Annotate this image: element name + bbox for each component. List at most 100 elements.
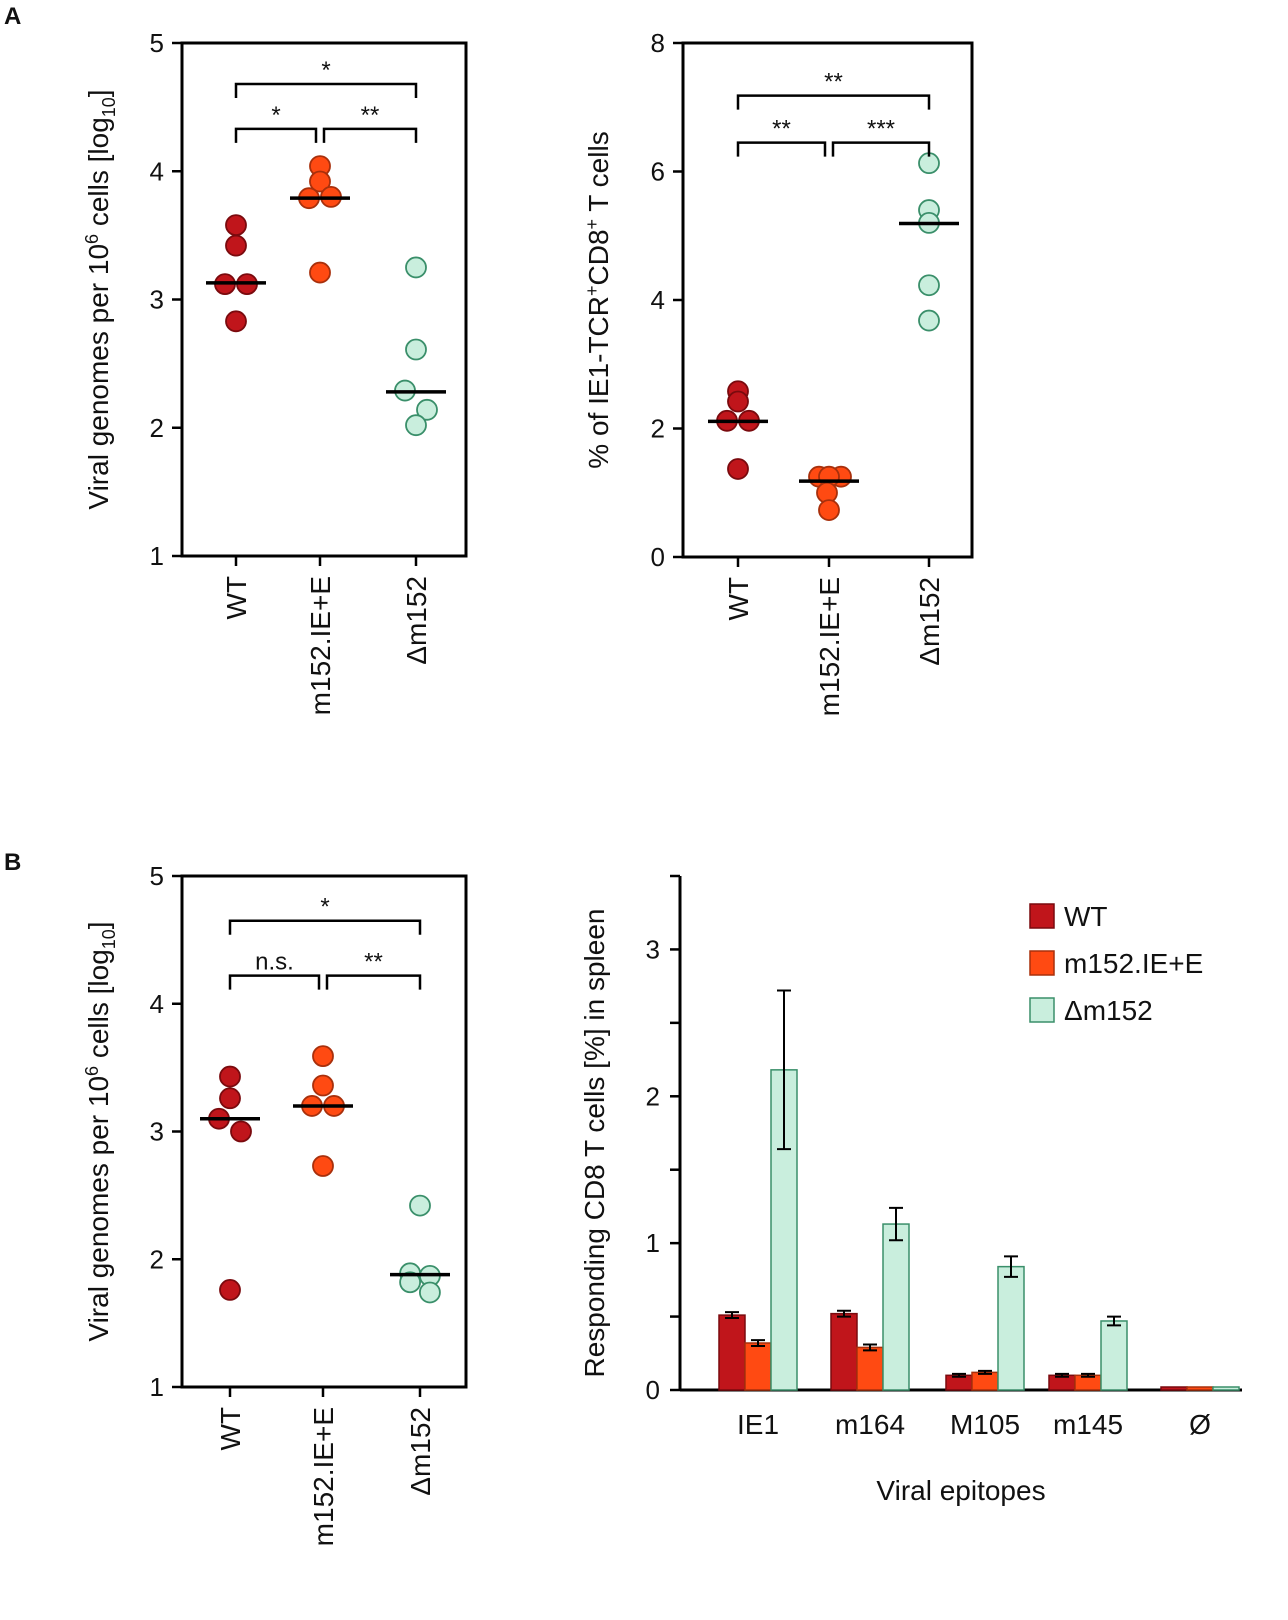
- x-category-label: Δm152: [405, 1407, 436, 1496]
- bar-2: [997, 1265, 1025, 1391]
- plot-frame: [180, 41, 468, 558]
- significance-label: **: [772, 116, 791, 143]
- y-axis-label-part: ]: [83, 921, 114, 929]
- y-tick-label: 3: [150, 285, 164, 315]
- x-category-label: WT: [215, 1407, 246, 1451]
- data-point-1: [309, 261, 331, 284]
- x-category-label: m145: [1053, 1409, 1123, 1440]
- x-category-label: WT: [221, 576, 252, 620]
- y-tick-label: 4: [150, 989, 164, 1019]
- data-point-2: [918, 309, 940, 332]
- y-tick-label: 2: [150, 1244, 164, 1274]
- y-tick-label: 0: [651, 542, 665, 572]
- significance-label: **: [361, 102, 380, 129]
- x-category-label: WT: [723, 577, 754, 621]
- data-point-0: [230, 1120, 252, 1143]
- error-bar-1: [863, 1343, 877, 1352]
- y-axis-label: Viral genomes per 106 cells [log10]: [82, 89, 119, 509]
- y-tick-label: 5: [150, 28, 164, 58]
- legend-swatch-2: [1029, 997, 1055, 1023]
- data-point-1: [309, 170, 331, 193]
- panel-label-a: A: [4, 3, 21, 30]
- y-axis-label-part: Viral genomes per 10: [83, 244, 114, 510]
- panel-label-b: B: [4, 849, 21, 876]
- y-axis-label-part: cells [log: [83, 949, 114, 1066]
- significance-label: *: [321, 57, 330, 84]
- y-axis-label-superscript: +: [582, 219, 602, 230]
- significance-bracket: [831, 141, 931, 157]
- data-point-0: [219, 1065, 241, 1088]
- x-category-label: Δm152: [914, 577, 945, 666]
- y-tick-label: 1: [150, 1372, 164, 1402]
- error-bar-0: [725, 1311, 739, 1320]
- y-axis-label: % of IE1-TCR+CD8+ T cells: [582, 131, 614, 468]
- data-point-2: [399, 1271, 422, 1294]
- error-bar-2: [777, 989, 791, 1151]
- y-tick-label: 4: [651, 285, 665, 315]
- bar-2: [1212, 1386, 1240, 1391]
- bar-1: [1186, 1386, 1214, 1391]
- y-tick-label: 5: [150, 861, 164, 891]
- y-axis-label-part: Viral genomes per 10: [83, 1076, 114, 1342]
- y-tick-label: 8: [651, 28, 665, 58]
- data-point-0: [225, 214, 247, 237]
- data-point-0: [727, 458, 749, 480]
- significance-bracket: [234, 82, 418, 99]
- x-axis-label: Viral epitopes: [876, 1475, 1045, 1506]
- data-point-0: [225, 234, 247, 257]
- significance-label: n.s.: [255, 949, 294, 976]
- x-category-label: m152.IE+E: [308, 1407, 339, 1546]
- x-category-label: Ø: [1189, 1409, 1211, 1440]
- plot-frame: [180, 874, 468, 1389]
- y-tick-label: 3: [150, 1117, 164, 1147]
- y-tick-label: 1: [150, 541, 164, 571]
- y-axis-label-superscript: +: [582, 285, 602, 296]
- significance-label: **: [824, 69, 843, 96]
- x-category-label: M105: [950, 1409, 1020, 1440]
- panel-b-responding-cd8-bar-chart: 0 1 2 3 IE1 m164 M105 m145 Ø Viral epitopes Respon…: [579, 874, 1242, 1506]
- y-axis-label-part: CD8: [583, 229, 614, 285]
- x-category-label: IE1: [737, 1409, 779, 1440]
- significance-bracket: [736, 94, 931, 110]
- significance-label: *: [320, 894, 329, 921]
- legend-label-1: m152.IE+E: [1064, 948, 1203, 979]
- bar-2: [1100, 1320, 1128, 1391]
- data-point-2: [416, 398, 438, 421]
- significance-bracket: [228, 919, 422, 935]
- legend-swatch-1: [1029, 950, 1055, 976]
- error-bar-2: [1107, 1315, 1121, 1327]
- x-category-label: m152.IE+E: [305, 576, 336, 715]
- y-tick-label: 4: [150, 156, 164, 186]
- significance-bracket: [228, 974, 321, 990]
- data-point-1: [312, 1155, 334, 1177]
- error-bar-1: [978, 1369, 992, 1375]
- bar-1: [856, 1346, 884, 1391]
- significance-label: ***: [867, 116, 895, 143]
- error-bar-1: [751, 1339, 765, 1347]
- y-tick-label: 2: [150, 413, 164, 443]
- significance-bracket: [325, 974, 422, 990]
- y-axis-label: Responding CD8 T cells [%] in spleen: [579, 909, 610, 1378]
- y-tick-label: 1: [646, 1228, 660, 1258]
- data-point-2: [405, 338, 427, 361]
- y-axis-label-superscript: 6: [82, 234, 102, 244]
- data-point-1: [312, 1074, 334, 1097]
- data-point-2: [409, 1194, 431, 1217]
- legend-label-0: WT: [1064, 901, 1108, 932]
- y-axis-label-subscript: 10: [99, 929, 119, 949]
- y-tick-label: 0: [646, 1375, 660, 1405]
- y-tick-label: 6: [651, 157, 665, 187]
- y-axis-label-part: % of IE1-TCR: [583, 296, 614, 469]
- y-axis-label-part: cells [log: [83, 117, 114, 234]
- panel-b-viral-genomes-chart: 1 2 3 4 5 WT m152.IE+E Δm152 * n.s. ** Viral genome…: [82, 861, 468, 1546]
- y-axis-label-part: T cells: [583, 131, 614, 219]
- significance-bracket: [234, 127, 318, 143]
- y-axis-label-subscript: 10: [99, 97, 119, 117]
- bar-0: [830, 1312, 858, 1391]
- bar-0: [1160, 1386, 1188, 1391]
- data-point-0: [219, 1087, 241, 1110]
- data-point-0: [727, 390, 749, 413]
- bar-2: [882, 1223, 910, 1391]
